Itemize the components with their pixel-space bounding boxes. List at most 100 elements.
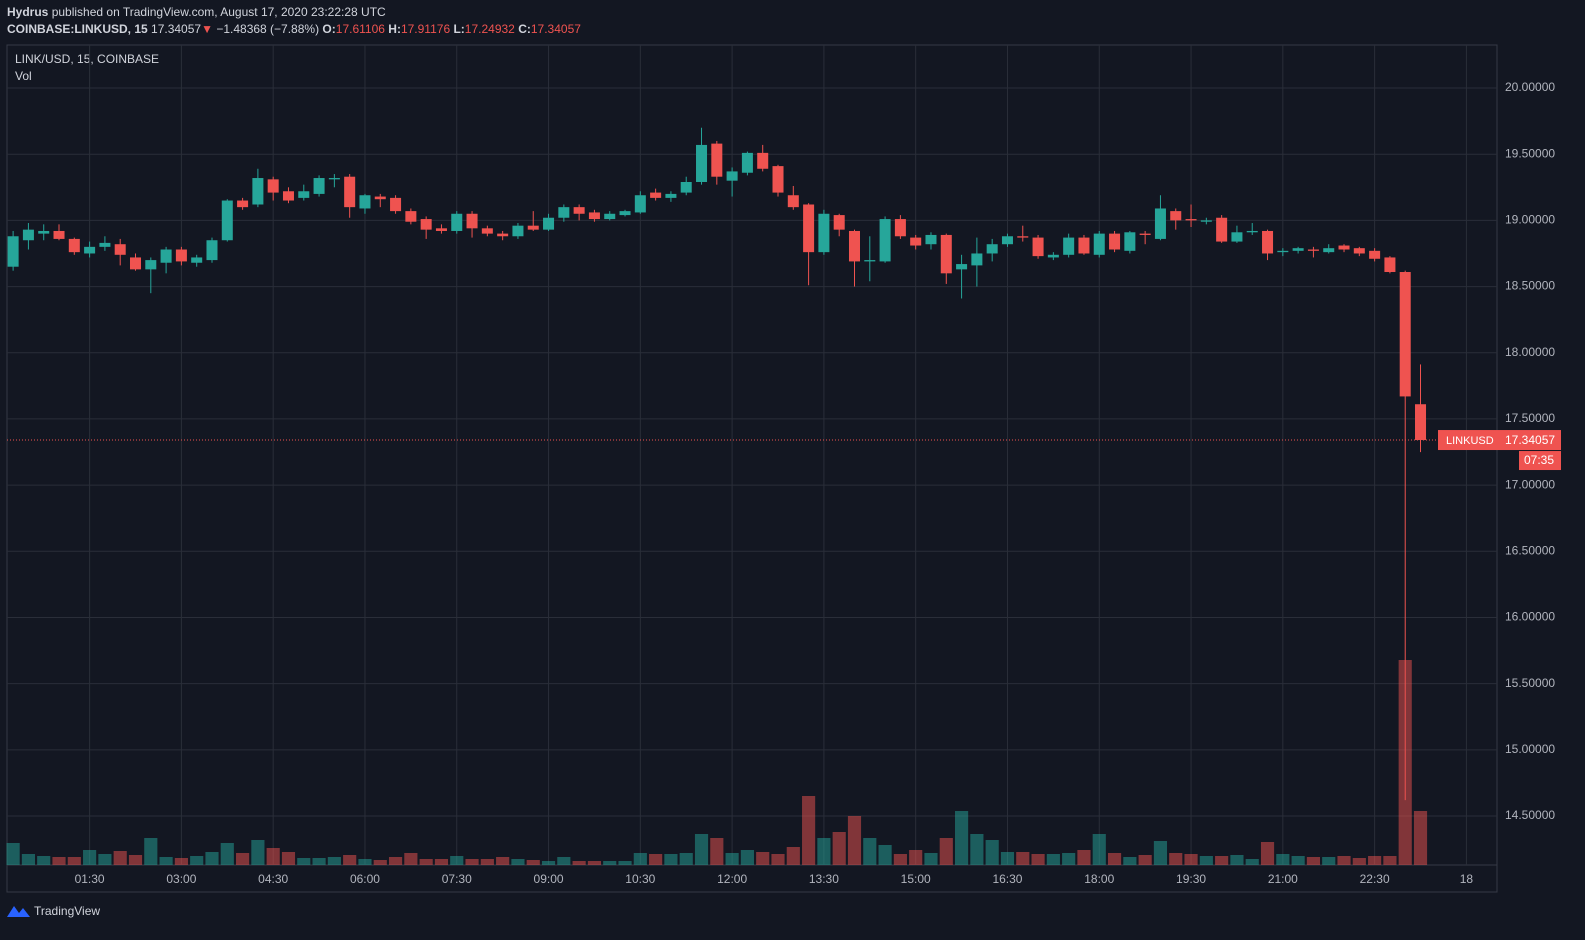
y-tick-label: 18.00000 [1505,345,1555,359]
candle-body [129,257,142,270]
volume-bar [1215,856,1229,865]
low: 17.24932 [464,22,515,36]
volume-bar [679,853,693,865]
candle-body [1277,250,1289,253]
candle-body [1170,211,1182,221]
candle-body [864,260,876,262]
candle-body [940,234,952,274]
candle-body [588,212,600,220]
volume-bar [587,861,602,865]
chart-title: LINK/USD, 15, COINBASE [15,52,159,66]
candle-body [1093,233,1105,255]
volume-bar [1046,854,1060,865]
volume-bar [1368,856,1382,865]
x-tick-label: 15:00 [901,872,931,886]
volume-bar [144,838,158,865]
volume-bar [205,852,219,865]
volume-bar [1352,858,1366,865]
candle-body [665,193,677,198]
volume-bar [327,857,341,865]
candle-body [818,213,830,253]
volume-bar [174,858,188,865]
candle-body [481,228,493,234]
volume-bar [511,859,525,865]
candle-body [894,219,906,237]
candle-body [1017,236,1029,238]
candle-body [451,213,463,231]
price-tag-symbol: LINKUSD [1446,435,1494,447]
candle-body [558,207,570,218]
candle-body [787,195,799,208]
volume-bar [1276,854,1290,865]
volume-bar [113,851,127,865]
close: 17.34057 [530,22,581,36]
volume-bar [37,856,51,865]
volume-bar [1153,841,1168,865]
x-tick-label: 16:30 [992,872,1022,886]
candle-body [1078,237,1090,254]
volume-bar [802,796,816,865]
volume-bar [190,856,204,865]
plot-frame [6,44,1498,893]
volume-bar [297,858,311,865]
x-tick-label: 09:00 [534,872,564,886]
volume-bar [1092,834,1106,865]
volume-bar [1383,856,1397,865]
volume-bar [832,832,846,865]
c-label: C: [518,22,531,36]
grid [7,45,1497,865]
candle-body [956,264,968,270]
volume-bar [419,859,433,865]
x-tick-label: 21:00 [1268,872,1298,886]
volume-bar [1016,852,1030,865]
candle-body [527,225,539,230]
candle-body [1353,248,1365,254]
x-tick-label: 12:00 [717,872,747,886]
candle-body [405,211,417,222]
volume-bar [603,861,617,865]
volume-bar [756,852,770,865]
volume-bar [1337,856,1351,865]
candle-body [971,253,983,266]
candle-body [99,242,111,247]
candle-body [267,179,279,193]
x-tick-label: 18:00 [1084,872,1114,886]
volume-bar [434,859,449,865]
volume-bar [1230,855,1244,865]
price-tag [1438,430,1561,451]
volume-bar [358,859,372,865]
y-tick-label: 18.50000 [1505,279,1555,293]
candle-body [114,244,126,255]
volume-bar [251,840,265,865]
candle-body [772,166,784,193]
candle-body [1063,237,1075,255]
candle-body [1384,257,1396,273]
volume-bar [1245,859,1259,865]
volume-bar [633,853,647,865]
symbol: COINBASE:LINKUSD, 15 [7,22,148,36]
candle-body [359,195,371,209]
volume-bar [83,850,97,865]
volume-bar [710,838,724,865]
volume-bar [1322,857,1336,865]
candle-body [328,178,340,180]
candle-body [986,244,998,254]
x-tick-label: 10:30 [625,872,655,886]
candle-body [497,233,509,237]
change: −1.48368 (−7.88%) [216,22,320,36]
volume-bar [1199,856,1213,865]
candle-body [696,144,708,182]
volume-bar [236,853,250,865]
candle-body [573,207,585,214]
volume-bar [541,861,556,865]
candle-body [1338,245,1350,250]
volume-bar [312,858,326,865]
candle-body [1262,230,1274,254]
candle-body [1032,237,1044,257]
candle-body [1399,272,1411,397]
candle-body [1415,404,1427,441]
candle-body [1231,232,1243,242]
candle-body [298,191,310,198]
